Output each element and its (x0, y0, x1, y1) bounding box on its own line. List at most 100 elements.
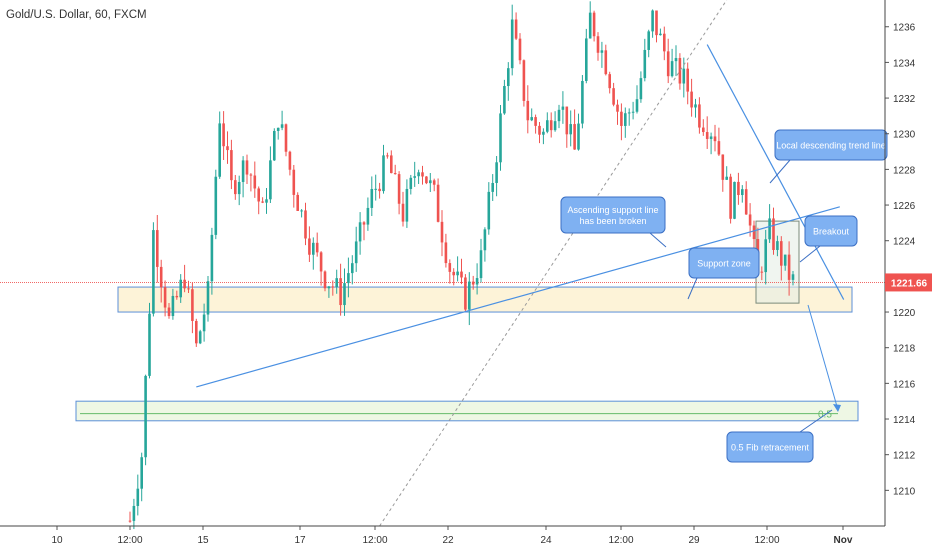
candle-body (510, 19, 514, 69)
candle-body (503, 86, 506, 114)
candle-body (362, 222, 366, 225)
candle-body (698, 104, 701, 128)
candle-body (546, 120, 549, 132)
candle-body (261, 201, 264, 203)
candle-body (140, 457, 143, 489)
candle-body (374, 188, 377, 190)
candle-body (780, 241, 783, 266)
candle-body (331, 286, 335, 288)
candle-body (577, 123, 580, 150)
candle-body (787, 254, 791, 280)
y-tick-label: 1216 (893, 379, 916, 390)
candle-body (187, 288, 190, 290)
candle-body (588, 12, 592, 39)
candle-body (725, 176, 728, 180)
x-tick-label: 29 (688, 535, 700, 546)
candle-body (721, 154, 725, 180)
candle-body (682, 68, 686, 84)
candle-body (616, 104, 619, 112)
candle-body (702, 127, 705, 133)
x-tick-label: 17 (294, 535, 306, 546)
trend-line (706, 44, 845, 300)
candle-body (760, 271, 764, 273)
candle-body (569, 124, 572, 135)
candle-body (409, 177, 413, 189)
candle-body (764, 239, 767, 273)
candle-body (565, 106, 569, 135)
callout-fib: 0.5 Fib retracement (726, 409, 833, 463)
callout-text: Ascending support line (567, 205, 658, 215)
candle-body (573, 124, 576, 150)
candle-body (358, 222, 362, 242)
candle-body (776, 241, 779, 250)
candle-body (175, 295, 179, 298)
candle-body (487, 191, 491, 230)
candle-body (448, 263, 452, 272)
candle-body (413, 176, 416, 178)
candle-body (253, 175, 257, 189)
callout-pointer (799, 409, 833, 433)
candle-body (296, 194, 299, 211)
candle-body (237, 181, 241, 195)
candle-body (198, 331, 202, 344)
candle-body (737, 181, 740, 196)
candle-body (444, 242, 448, 264)
callout-local-trend: Local descending trend line (769, 129, 888, 184)
candle-body (631, 111, 635, 113)
price-badge-text: 1221.66 (891, 278, 928, 289)
candle-body (335, 278, 338, 288)
candle-body (436, 184, 440, 222)
callout-text: Breakout (813, 227, 850, 237)
chart-title: Gold/U.S. Dollar, 60, FXCM (6, 9, 147, 21)
candle-body (370, 188, 374, 208)
callout-support-zone: Support zone (687, 247, 760, 300)
y-tick-label: 1212 (893, 451, 916, 462)
candle-body (557, 109, 561, 122)
candles (128, 1, 795, 530)
candle-body (292, 169, 296, 195)
y-tick-label: 1214 (893, 415, 916, 426)
candle-body (163, 287, 167, 308)
candle-body (245, 160, 249, 175)
y-tick-label: 1234 (893, 58, 916, 69)
candle-body (514, 19, 518, 39)
candle-body (635, 99, 639, 112)
candle-body (456, 271, 459, 276)
candle-body (234, 180, 237, 195)
y-tick-label: 1236 (893, 23, 916, 34)
candle-body (183, 279, 186, 289)
x-tick-label: 24 (540, 535, 552, 546)
candle-body (323, 271, 327, 289)
candle-body (148, 313, 151, 376)
candle-body (354, 241, 358, 264)
candle-body (600, 50, 604, 53)
candle-body (312, 242, 315, 255)
y-tick-label: 1218 (893, 344, 916, 355)
candle-body (561, 106, 565, 110)
candle-body (542, 131, 545, 135)
candle-body (319, 252, 323, 272)
y-tick-label: 1224 (893, 237, 916, 248)
fib-zone (75, 400, 859, 422)
candle-body (347, 273, 350, 284)
candle-body (195, 320, 198, 344)
candle-body (156, 230, 159, 267)
x-tick-label: 12:00 (117, 535, 142, 546)
candle-body (674, 58, 678, 62)
candle-body (397, 174, 401, 204)
candle-body (518, 38, 522, 61)
candle-body (733, 181, 736, 219)
candle-body (585, 38, 588, 81)
x-tick-label: 12:00 (754, 535, 779, 546)
candle-body (218, 123, 221, 177)
x-tick-label: 12:00 (608, 535, 633, 546)
y-tick-label: 1230 (893, 130, 916, 141)
callout-text: has been broken (579, 216, 646, 226)
candle-body (386, 155, 389, 157)
candle-body (686, 68, 689, 92)
candle-body (655, 10, 658, 36)
y-tick-label: 1226 (893, 201, 916, 212)
candle-body (670, 61, 674, 77)
